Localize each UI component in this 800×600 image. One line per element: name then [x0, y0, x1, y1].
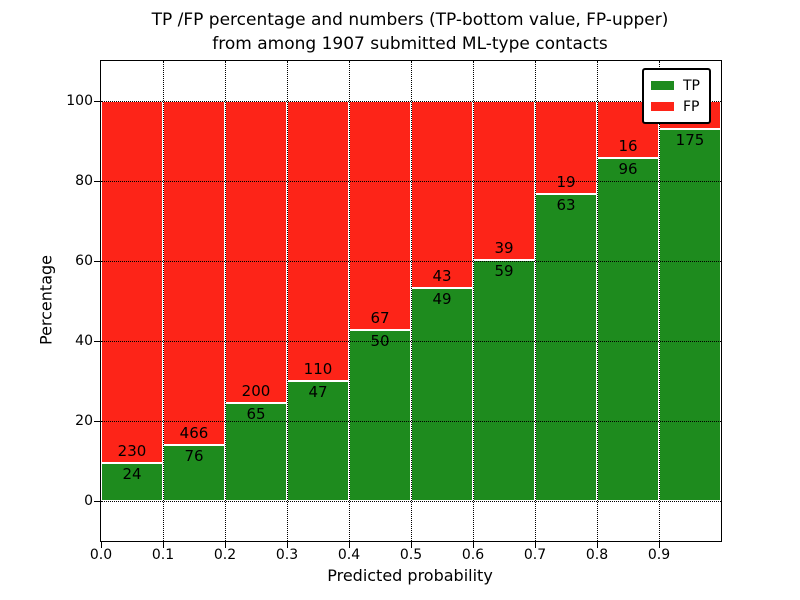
tp-bar-segment	[287, 381, 349, 501]
x-tick-mark	[287, 542, 288, 548]
fp-bar-segment	[101, 101, 163, 464]
x-tick-mark	[597, 542, 598, 548]
x-gridline	[349, 61, 350, 541]
x-tick-label: 0.2	[213, 547, 237, 563]
x-tick-label: 0.7	[523, 547, 547, 563]
tp-bar-segment	[659, 128, 721, 501]
x-tick-mark	[163, 542, 164, 548]
fp-count-label: 39	[494, 239, 514, 258]
chart-title-line2: from among 1907 submitted ML-type contac…	[212, 34, 608, 54]
tp-count-label: 76	[184, 446, 204, 465]
legend-label-tp: TP	[683, 77, 700, 94]
tp-color-swatch	[651, 81, 674, 90]
fp-bar-segment	[163, 101, 225, 445]
tp-bar-segment	[535, 193, 597, 501]
x-tick-label: 0.4	[337, 547, 361, 563]
tp-count-label: 59	[494, 262, 514, 281]
fp-count-label: 67	[370, 309, 390, 328]
y-tick-label: 100	[66, 93, 93, 109]
x-tick-mark	[225, 542, 226, 548]
x-tick-label: 0.3	[275, 547, 299, 563]
legend-entry-fp: FP	[651, 96, 700, 117]
y-tick-label: 60	[75, 253, 93, 269]
fp-bar-segment	[411, 101, 473, 288]
tp-count-label: 63	[556, 195, 576, 214]
x-gridline	[473, 61, 474, 541]
fp-count-label: 230	[117, 442, 147, 461]
legend-label-fp: FP	[683, 98, 700, 115]
fp-bar-segment	[287, 101, 349, 382]
x-tick-label: 0.9	[647, 547, 671, 563]
tp-count-label: 96	[618, 160, 638, 179]
tp-count-label: 24	[122, 465, 142, 484]
tp-bar-segment	[101, 463, 163, 501]
tp-count-label: 49	[432, 289, 452, 308]
y-axis-label: Percentage	[36, 254, 56, 346]
legend-entry-tp: TP	[651, 75, 700, 96]
tp-count-label: 65	[246, 404, 266, 423]
fp-count-label: 466	[179, 423, 209, 442]
x-tick-mark	[349, 542, 350, 548]
fp-count-label: 200	[241, 381, 271, 400]
y-tick-mark	[94, 261, 100, 262]
tp-count-label: 175	[675, 130, 705, 149]
x-tick-label: 0.1	[151, 547, 175, 563]
legend: TP FP	[642, 68, 711, 124]
x-tick-mark	[473, 542, 474, 548]
y-tick-mark	[94, 501, 100, 502]
tp-bar-segment	[473, 260, 535, 501]
x-tick-mark	[411, 542, 412, 548]
chart-title: TP /FP percentage and numbers (TP-bottom…	[100, 8, 720, 56]
fp-count-label: 110	[303, 360, 333, 379]
x-tick-mark	[101, 542, 102, 548]
tp-count-label: 50	[370, 332, 390, 351]
fp-count-label: 43	[432, 266, 452, 285]
x-gridline	[597, 61, 598, 541]
y-tick-mark	[94, 341, 100, 342]
fp-color-swatch	[651, 102, 674, 111]
x-gridline	[225, 61, 226, 541]
tp-bar-segment	[349, 330, 411, 501]
y-tick-label: 20	[75, 413, 93, 429]
x-tick-label: 0.8	[585, 547, 609, 563]
fp-bar-segment	[225, 101, 287, 403]
tp-count-label: 47	[308, 383, 328, 402]
tp-bar-segment	[597, 158, 659, 501]
fp-count-label: 16	[618, 137, 638, 156]
y-tick-label: 0	[84, 493, 93, 509]
y-tick-mark	[94, 181, 100, 182]
chart-title-line1: TP /FP percentage and numbers (TP-bottom…	[151, 10, 669, 30]
y-tick-label: 80	[75, 173, 93, 189]
tp-bar-segment	[411, 287, 473, 501]
fp-count-label: 19	[556, 172, 576, 191]
x-axis-label: Predicted probability	[327, 566, 493, 585]
x-gridline	[535, 61, 536, 541]
x-gridline	[287, 61, 288, 541]
tp-bar-segment	[163, 444, 225, 501]
y-tick-mark	[94, 421, 100, 422]
x-tick-label: 0.6	[461, 547, 485, 563]
x-tick-label: 0.0	[89, 547, 113, 563]
y-tick-mark	[94, 101, 100, 102]
x-gridline	[659, 61, 660, 541]
plot-area: TP FP 0 20 40 60 80 100 0.0 0.1 0.2 0.3 0.4 0.5 0.6 0…	[66, 60, 722, 563]
y-tick-label: 40	[75, 333, 93, 349]
x-tick-label: 0.5	[399, 547, 423, 563]
x-gridline	[163, 61, 164, 541]
x-tick-mark	[535, 542, 536, 548]
fp-bar-segment	[349, 101, 411, 331]
x-gridline	[411, 61, 412, 541]
x-tick-mark	[659, 542, 660, 548]
